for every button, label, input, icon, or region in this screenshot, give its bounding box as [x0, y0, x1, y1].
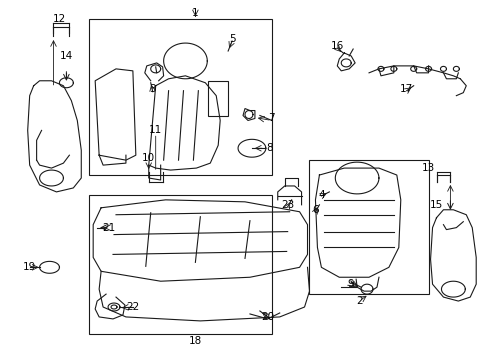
Text: 4: 4	[318, 190, 325, 200]
Text: 20: 20	[261, 312, 274, 322]
Text: 9: 9	[348, 279, 354, 289]
Bar	[89, 19, 272, 175]
Text: 7: 7	[269, 113, 275, 123]
Text: 15: 15	[430, 200, 443, 210]
Bar	[208, 81, 228, 116]
Text: 18: 18	[189, 336, 202, 346]
Text: 2: 2	[356, 296, 363, 306]
Text: 16: 16	[331, 41, 344, 51]
Bar	[310, 160, 429, 294]
Text: 1: 1	[192, 8, 199, 18]
Text: 13: 13	[422, 163, 435, 173]
Text: 3: 3	[149, 84, 156, 94]
Text: 5: 5	[229, 34, 235, 44]
Text: 12: 12	[53, 14, 66, 24]
Text: 14: 14	[60, 51, 73, 61]
Text: 21: 21	[102, 222, 116, 233]
Text: 19: 19	[23, 262, 36, 272]
Text: 23: 23	[281, 200, 294, 210]
Text: 22: 22	[126, 302, 140, 312]
Text: 11: 11	[149, 125, 162, 135]
Text: 17: 17	[400, 84, 414, 94]
Text: 6: 6	[312, 205, 319, 215]
Text: 8: 8	[267, 143, 273, 153]
Text: 10: 10	[142, 153, 155, 163]
Bar	[89, 195, 272, 334]
